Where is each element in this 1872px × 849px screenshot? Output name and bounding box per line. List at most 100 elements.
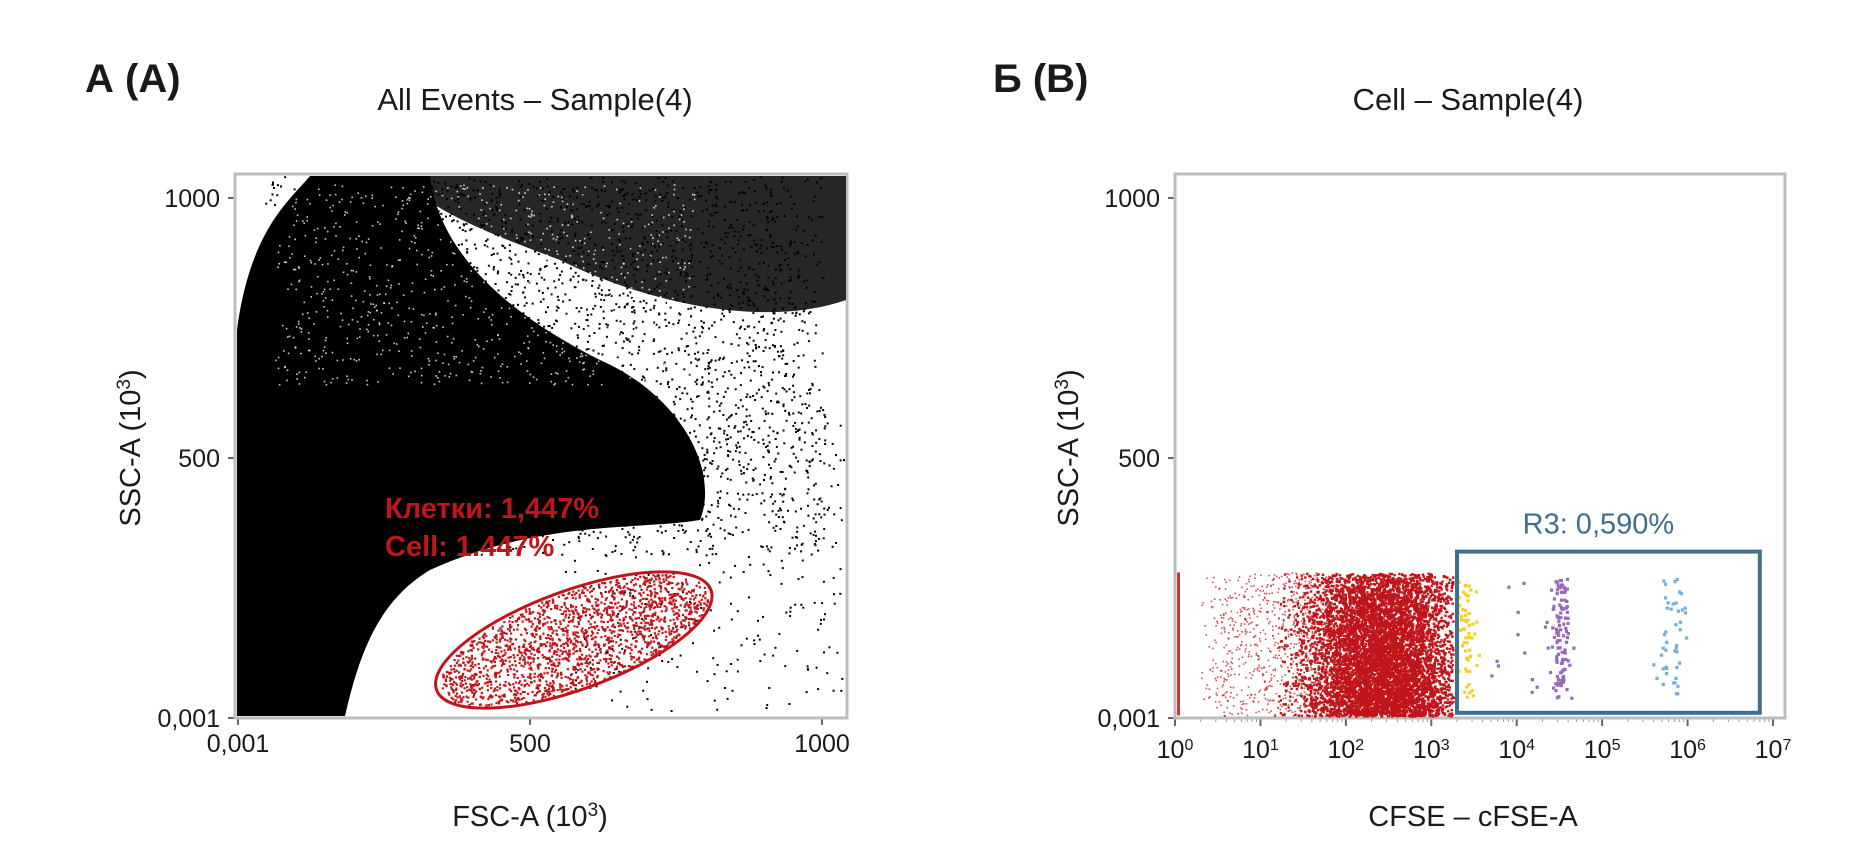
panel-a-event-dot <box>768 236 771 239</box>
panel-a-event-dot <box>824 425 827 428</box>
panel-a-event-dot <box>358 395 361 398</box>
panel-a-event-dot <box>736 219 739 221</box>
panel-a-event-dot <box>601 221 604 224</box>
panel-a-speckle <box>647 349 650 351</box>
panel-a-gate-dot <box>617 601 620 604</box>
panel-a-gate-dot <box>648 584 651 588</box>
panel-a-event-dot <box>371 261 374 263</box>
panel-a-gate-dot <box>633 625 636 629</box>
panel-a-event-dot <box>600 261 603 263</box>
panel-a-event-dot <box>446 271 449 274</box>
panel-a-event-dot <box>508 250 511 253</box>
panel-a-event-dot <box>484 273 487 276</box>
panel-a-speckle <box>693 309 696 311</box>
panel-a-event-dot <box>586 314 589 316</box>
panel-a-event-dot <box>707 185 710 188</box>
panel-a-event-dot <box>519 186 522 188</box>
panel-a-event-dot <box>397 499 400 502</box>
panel-a-event-dot <box>763 295 766 298</box>
panel-a-event-dot <box>828 464 831 467</box>
panel-a-gate-dot <box>530 668 533 671</box>
panel-a-gate-dot <box>476 680 479 683</box>
panel-a-speckle <box>293 268 295 271</box>
panel-a-event-dot <box>728 311 731 313</box>
panel-a-event-dot <box>576 526 579 529</box>
panel-a-gate-dot <box>661 597 664 600</box>
panel-a-speckle <box>295 201 297 204</box>
panel-a-event-dot <box>589 453 592 456</box>
panel-a-event-dot <box>382 433 385 436</box>
panel-a-speckle <box>367 311 370 313</box>
panel-a-event-dot <box>400 459 403 462</box>
panel-a-event-dot <box>465 212 468 215</box>
panel-a-speckle <box>286 369 289 371</box>
panel-a-event-dot <box>335 399 338 401</box>
panel-a-event-dot <box>361 317 364 320</box>
panel-a-event-dot <box>424 471 427 474</box>
panel-a-speckle <box>455 374 458 377</box>
panel-a-event-dot <box>794 253 797 256</box>
panel-a-event-dot <box>629 363 632 366</box>
panel-a-event-dot <box>375 365 378 368</box>
panel-a-speckle <box>372 334 375 337</box>
panel-a-event-dot <box>772 283 775 286</box>
panel-a-gate-dot <box>619 622 622 625</box>
panel-a-event-dot <box>419 510 422 513</box>
panel-a-speckle <box>478 345 480 348</box>
panel-a-event-dot <box>368 347 371 350</box>
panel-a-speckle <box>627 225 630 227</box>
panel-a-event-dot <box>398 475 401 478</box>
panel-a-event-dot <box>575 518 578 521</box>
panel-a-event-dot <box>684 350 687 353</box>
panel-a-event-dot <box>479 524 482 527</box>
panel-a-speckle <box>322 349 325 352</box>
panel-a-gate-dot <box>548 648 551 652</box>
panel-a-event-dot <box>623 374 626 376</box>
panel-a-speckle <box>419 210 422 213</box>
panel-a-event-dot <box>377 311 380 314</box>
panel-a-event-dot <box>436 312 439 315</box>
panel-a-event-dot <box>422 428 425 431</box>
panel-a-speckle <box>350 282 353 285</box>
panel-a-speckle <box>361 240 363 243</box>
panel-a-event-dot <box>687 436 690 439</box>
panel-a-speckle <box>617 352 620 355</box>
panel-a-event-dot <box>426 272 429 275</box>
panel-a-speckle <box>451 322 454 325</box>
panel-a-event-dot <box>715 553 718 556</box>
panel-a-event-dot <box>621 451 624 454</box>
panel-a-speckle <box>658 290 661 292</box>
panel-a-event-dot <box>345 524 348 527</box>
panel-a-speckle <box>516 251 519 253</box>
panel-a-event-dot <box>677 530 680 532</box>
panel-a-event-dot <box>463 475 465 478</box>
panel-a-speckle <box>435 359 437 362</box>
panel-a-event-dot <box>460 424 463 427</box>
panel-a-event-dot <box>728 503 730 506</box>
panel-a-event-dot <box>760 371 762 374</box>
panel-a-event-dot <box>596 569 599 572</box>
panel-a-gate-dot <box>529 666 533 669</box>
panel-a-event-dot <box>602 317 605 320</box>
panel-a-gate-dot <box>655 626 658 629</box>
panel-a-speckle <box>520 273 523 275</box>
panel-a-speckle <box>410 240 413 243</box>
panel-a-speckle <box>305 371 307 373</box>
panel-a-event-dot <box>763 328 766 330</box>
panel-a-event-dot <box>707 416 710 419</box>
panel-a-event-dot <box>704 368 707 371</box>
panel-a-event-dot <box>639 300 642 303</box>
panel-a-event-dot <box>464 274 467 277</box>
panel-a-event-dot <box>308 366 311 369</box>
panel-a-event-dot <box>688 373 691 376</box>
panel-a-event-dot <box>473 266 476 269</box>
panel-a-event-dot <box>485 240 488 242</box>
panel-a-speckle <box>370 303 372 305</box>
panel-a-speckle <box>356 320 359 323</box>
panel-a-speckle <box>425 322 428 324</box>
panel-a-event-dot <box>505 407 508 410</box>
panel-a-speckle <box>576 280 578 283</box>
panel-a-event-dot <box>824 416 827 418</box>
panel-a-event-dot <box>329 347 332 350</box>
panel-a-event-dot <box>498 437 501 440</box>
